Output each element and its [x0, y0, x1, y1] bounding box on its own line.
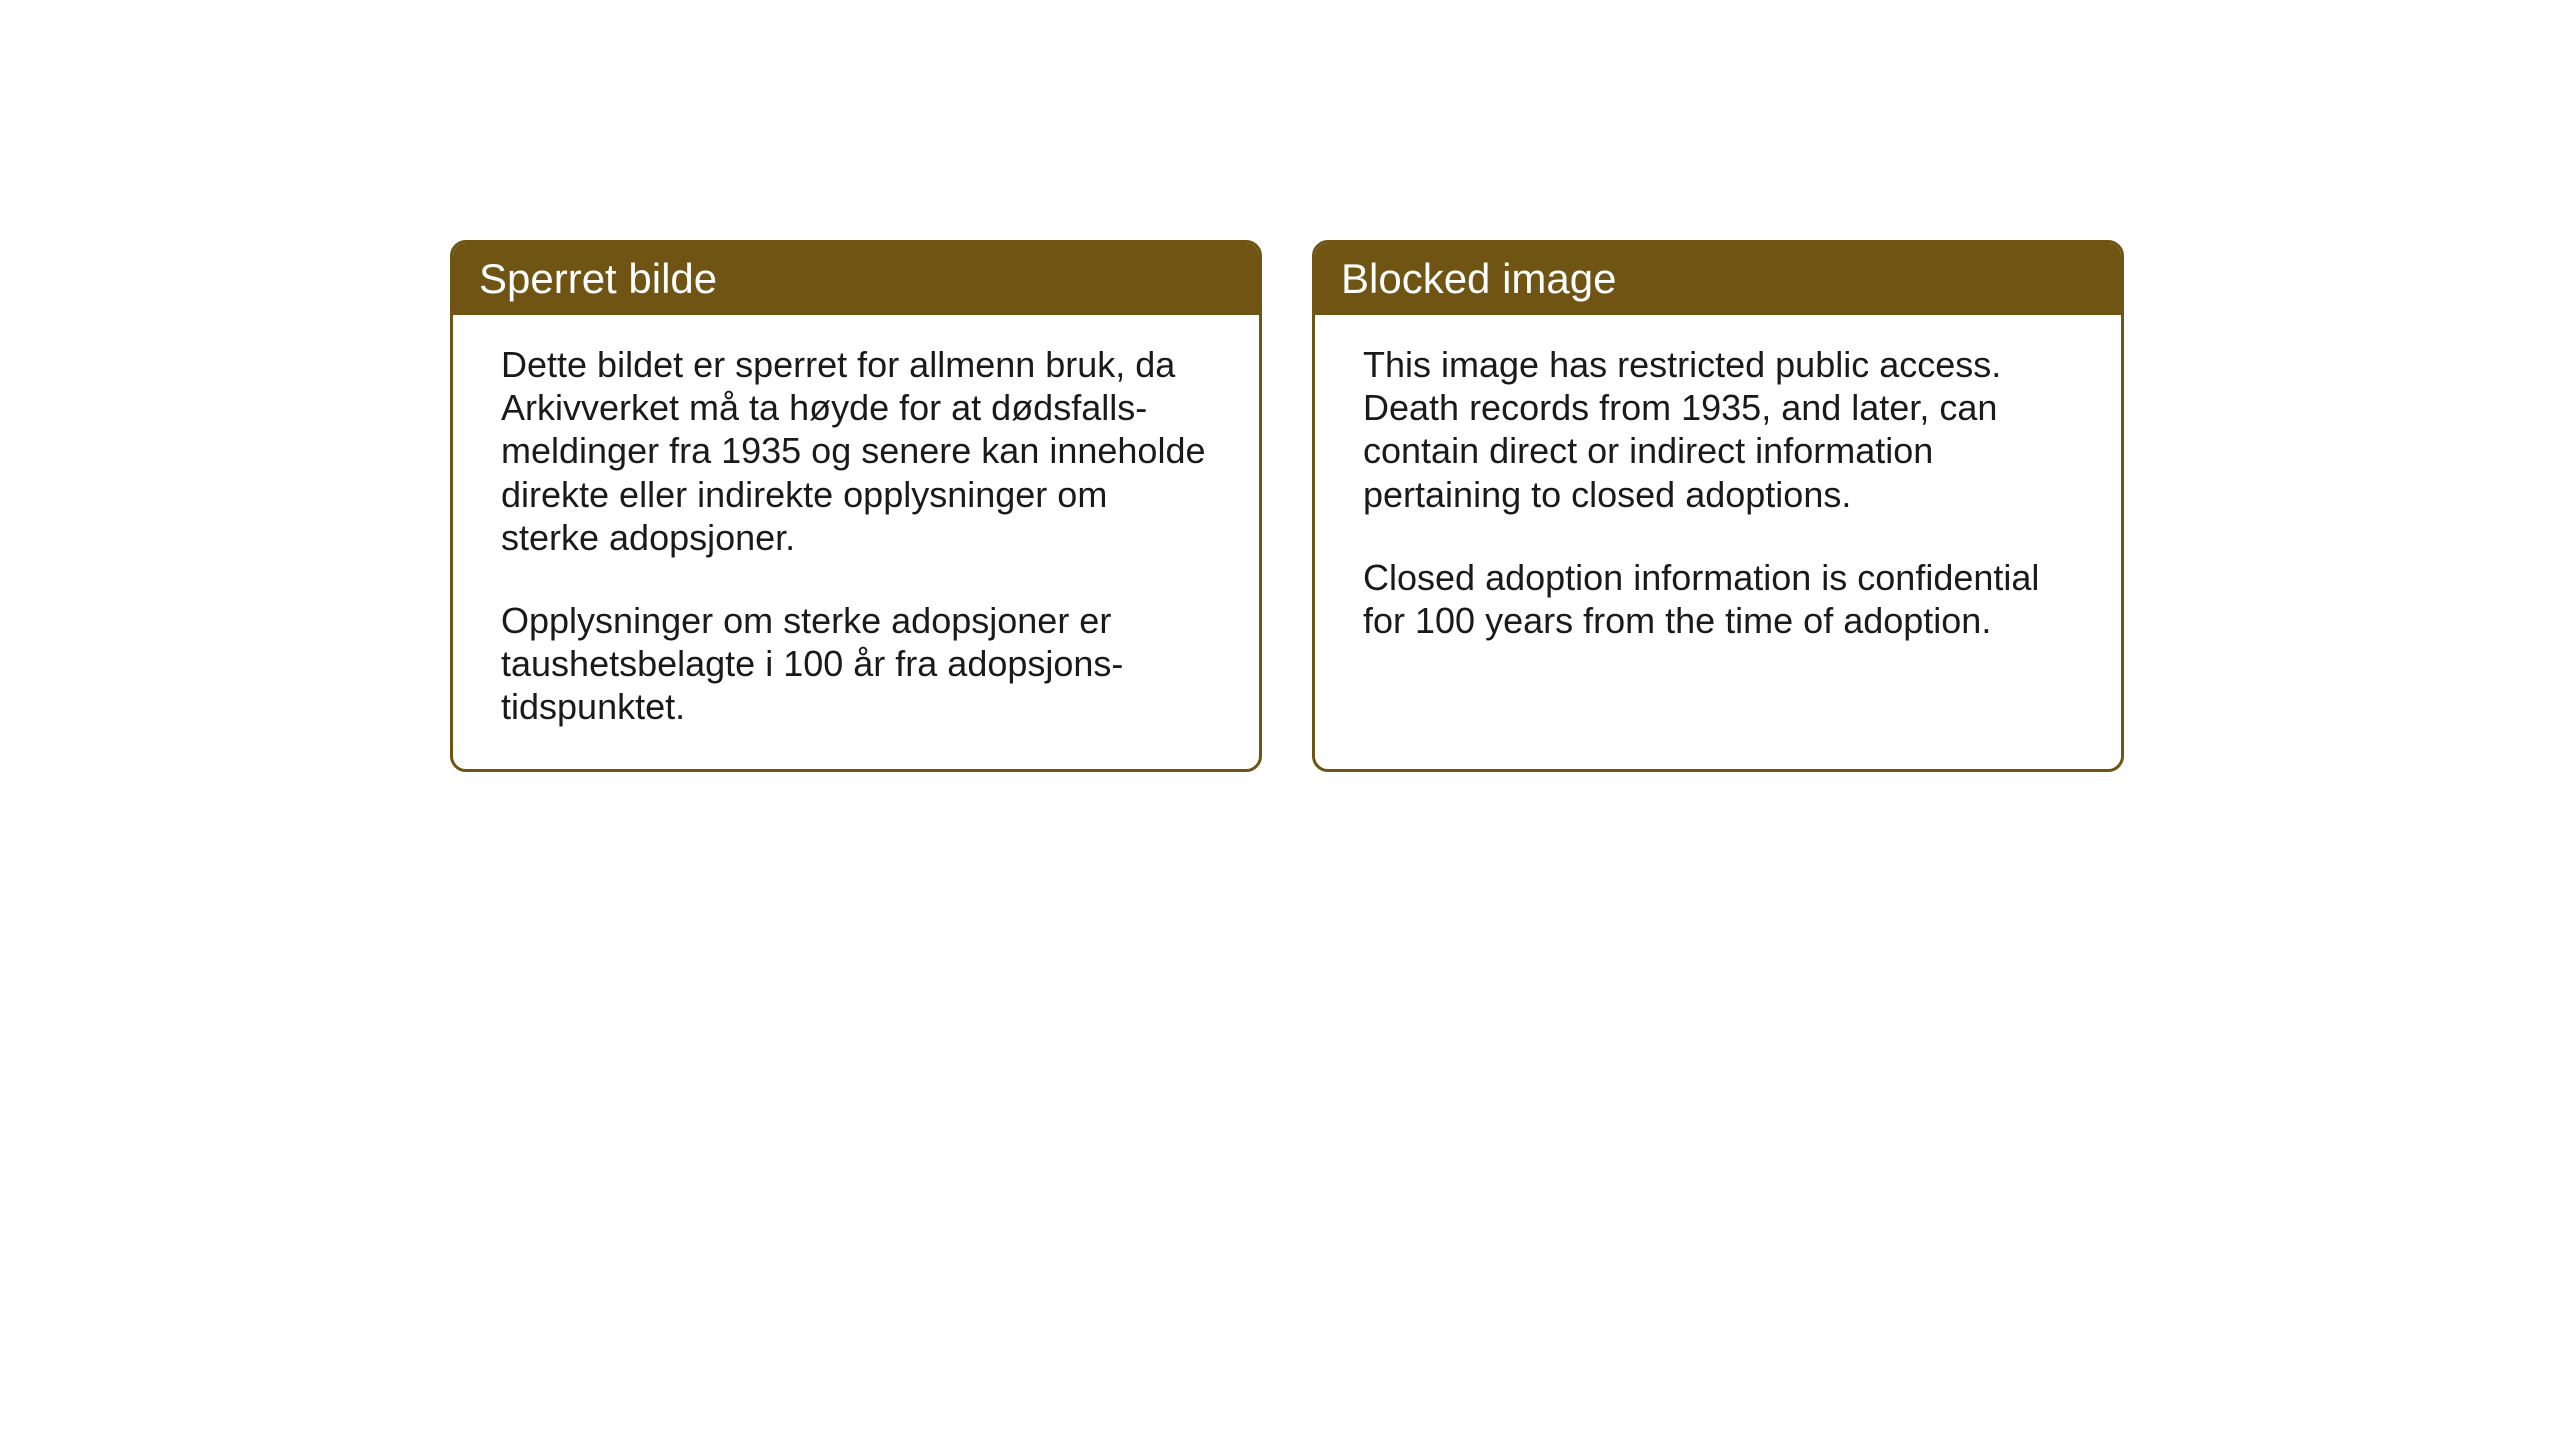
norwegian-paragraph-1: Dette bildet er sperret for allmenn bruk…: [501, 343, 1211, 559]
english-paragraph-1: This image has restricted public access.…: [1363, 343, 2073, 516]
english-notice-body: This image has restricted public access.…: [1315, 315, 2121, 755]
english-paragraph-2: Closed adoption information is confident…: [1363, 556, 2073, 642]
norwegian-paragraph-2: Opplysninger om sterke adopsjoner er tau…: [501, 599, 1211, 729]
english-notice-title: Blocked image: [1315, 243, 2121, 315]
english-notice-card: Blocked image This image has restricted …: [1312, 240, 2124, 772]
norwegian-notice-body: Dette bildet er sperret for allmenn bruk…: [453, 315, 1259, 769]
notice-container: Sperret bilde Dette bildet er sperret fo…: [0, 0, 2560, 772]
norwegian-notice-title: Sperret bilde: [453, 243, 1259, 315]
norwegian-notice-card: Sperret bilde Dette bildet er sperret fo…: [450, 240, 1262, 772]
